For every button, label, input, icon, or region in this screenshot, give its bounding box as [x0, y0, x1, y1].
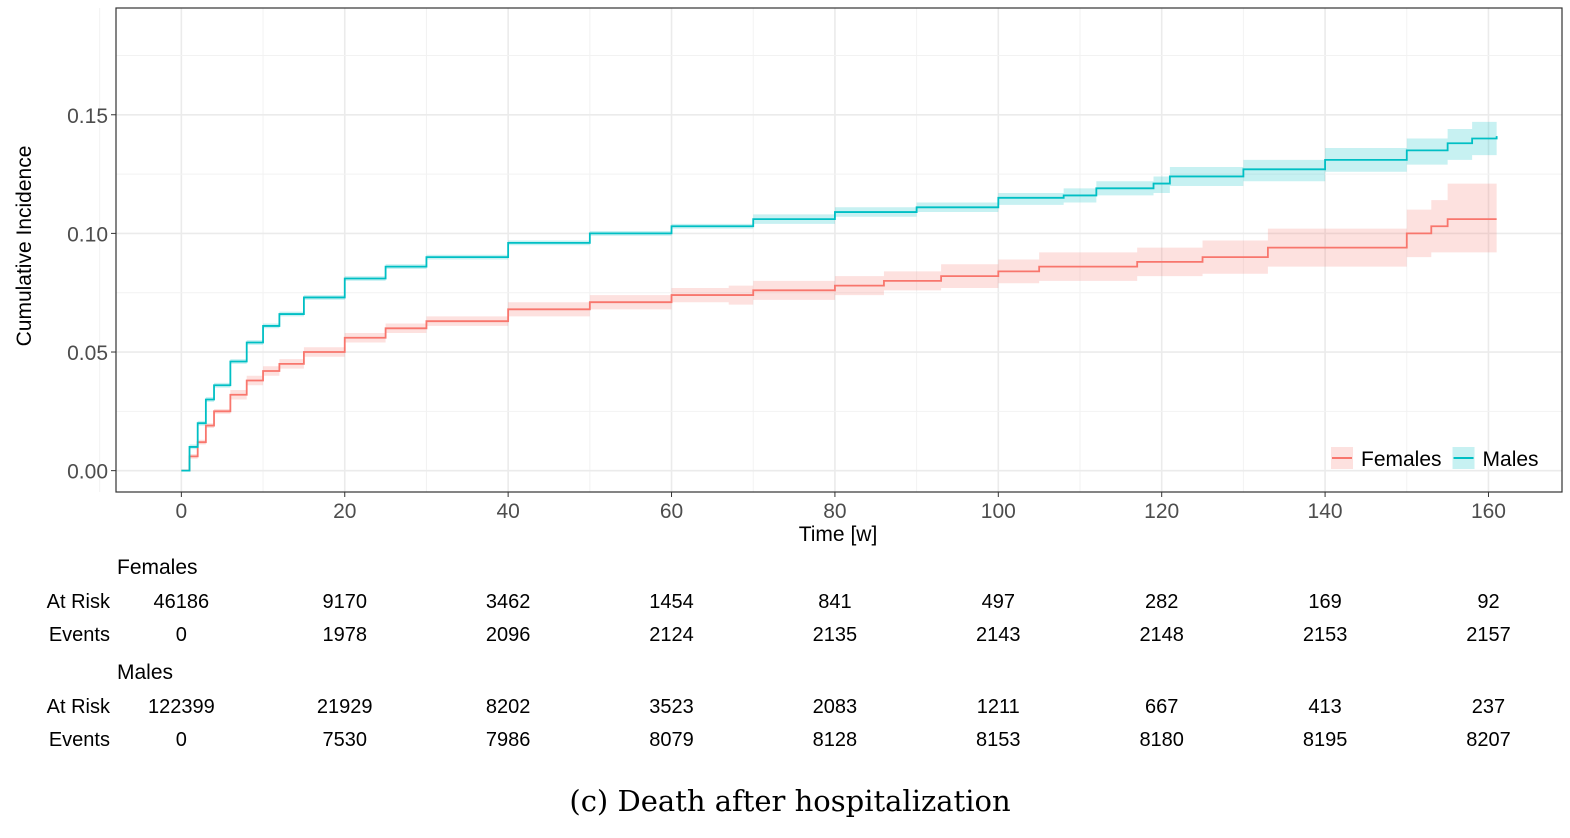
risk-table-cell: 7986	[486, 729, 531, 751]
risk-table-cell: 8195	[1303, 729, 1348, 751]
risk-table-row-label: At Risk	[47, 591, 111, 613]
x-tick-label: 60	[660, 500, 683, 523]
risk-table-cell: 169	[1308, 591, 1341, 613]
x-tick-label: 20	[333, 500, 356, 523]
risk-table-cell: 0	[176, 729, 187, 751]
y-tick-label: 0.00	[67, 461, 108, 484]
risk-table-cell: 2148	[1139, 624, 1184, 646]
risk-table-cell: 92	[1477, 591, 1499, 613]
risk-table-cell: 8207	[1466, 729, 1511, 751]
x-tick-label: 100	[981, 500, 1016, 523]
confidence-band-females	[181, 183, 1497, 471]
x-tick-label: 160	[1471, 500, 1506, 523]
risk-table-cell: 667	[1145, 696, 1178, 718]
risk-table-cell: 122399	[148, 696, 215, 718]
risk-table-cell: 1454	[649, 591, 694, 613]
risk-table-cell: 282	[1145, 591, 1178, 613]
risk-table-cell: 1978	[322, 624, 367, 646]
risk-table-cell: 2096	[486, 624, 531, 646]
risk-table-cell: 2153	[1303, 624, 1348, 646]
risk-table-cell: 3523	[649, 696, 694, 718]
risk-table-cell: 2124	[649, 624, 694, 646]
risk-table-cell: 8079	[649, 729, 694, 751]
x-tick-label: 0	[176, 500, 188, 523]
x-tick-label: 80	[823, 500, 846, 523]
risk-table-cell: 8128	[813, 729, 858, 751]
risk-table-cell: 237	[1472, 696, 1505, 718]
legend-label-females: Females	[1361, 448, 1442, 471]
plot-border	[115, 7, 1563, 493]
x-tick-label: 140	[1308, 500, 1343, 523]
risk-table-row-label: Events	[49, 624, 110, 646]
x-axis-label: Time [w]	[799, 523, 878, 546]
y-tick-label: 0.15	[67, 105, 108, 128]
risk-table-cell: 8202	[486, 696, 531, 718]
risk-table-cell: 8180	[1139, 729, 1184, 751]
x-tick-label: 40	[496, 500, 519, 523]
series-line-females	[181, 218, 1497, 472]
risk-table-cell: 9170	[322, 591, 367, 613]
risk-table-cell: 8153	[976, 729, 1021, 751]
legend-label-males: Males	[1483, 448, 1539, 471]
risk-table-cell: 3462	[486, 591, 531, 613]
series-line-males	[181, 136, 1498, 472]
risk-table-cell: 841	[818, 591, 851, 613]
x-tick-label: 120	[1144, 500, 1179, 523]
risk-table-row-label: At Risk	[47, 696, 111, 718]
risk-table-row-label: Events	[49, 729, 110, 751]
risk-table-group-females: Females	[117, 556, 198, 579]
y-tick-label: 0.05	[67, 342, 108, 365]
risk-table-cell: 1211	[977, 696, 1020, 718]
risk-table-cell: 413	[1308, 696, 1341, 718]
y-tick-label: 0.10	[67, 223, 108, 246]
risk-table-cell: 2135	[813, 624, 858, 646]
cumulative-incidence-chart: 0 20 40 60 80 100 120 140 160 0.00 0.05 0.10 0.15 Tim…	[13, 7, 1563, 751]
figure-caption: (c) Death after hospitalization	[569, 784, 1011, 818]
risk-table-cell: 2083	[813, 696, 858, 718]
y-axis-label: Cumulative Incidence	[13, 146, 36, 347]
risk-table-cell: 2157	[1466, 624, 1511, 646]
risk-table-cell: 2143	[976, 624, 1021, 646]
confidence-band-males	[181, 117, 1497, 471]
risk-table-cell: 46186	[154, 591, 210, 613]
risk-table-group-males: Males	[117, 661, 173, 684]
risk-table-cell: 0	[176, 624, 187, 646]
risk-table-cell: 21929	[317, 696, 373, 718]
risk-table-cell: 497	[982, 591, 1015, 613]
risk-table-cell: 7530	[322, 729, 367, 751]
